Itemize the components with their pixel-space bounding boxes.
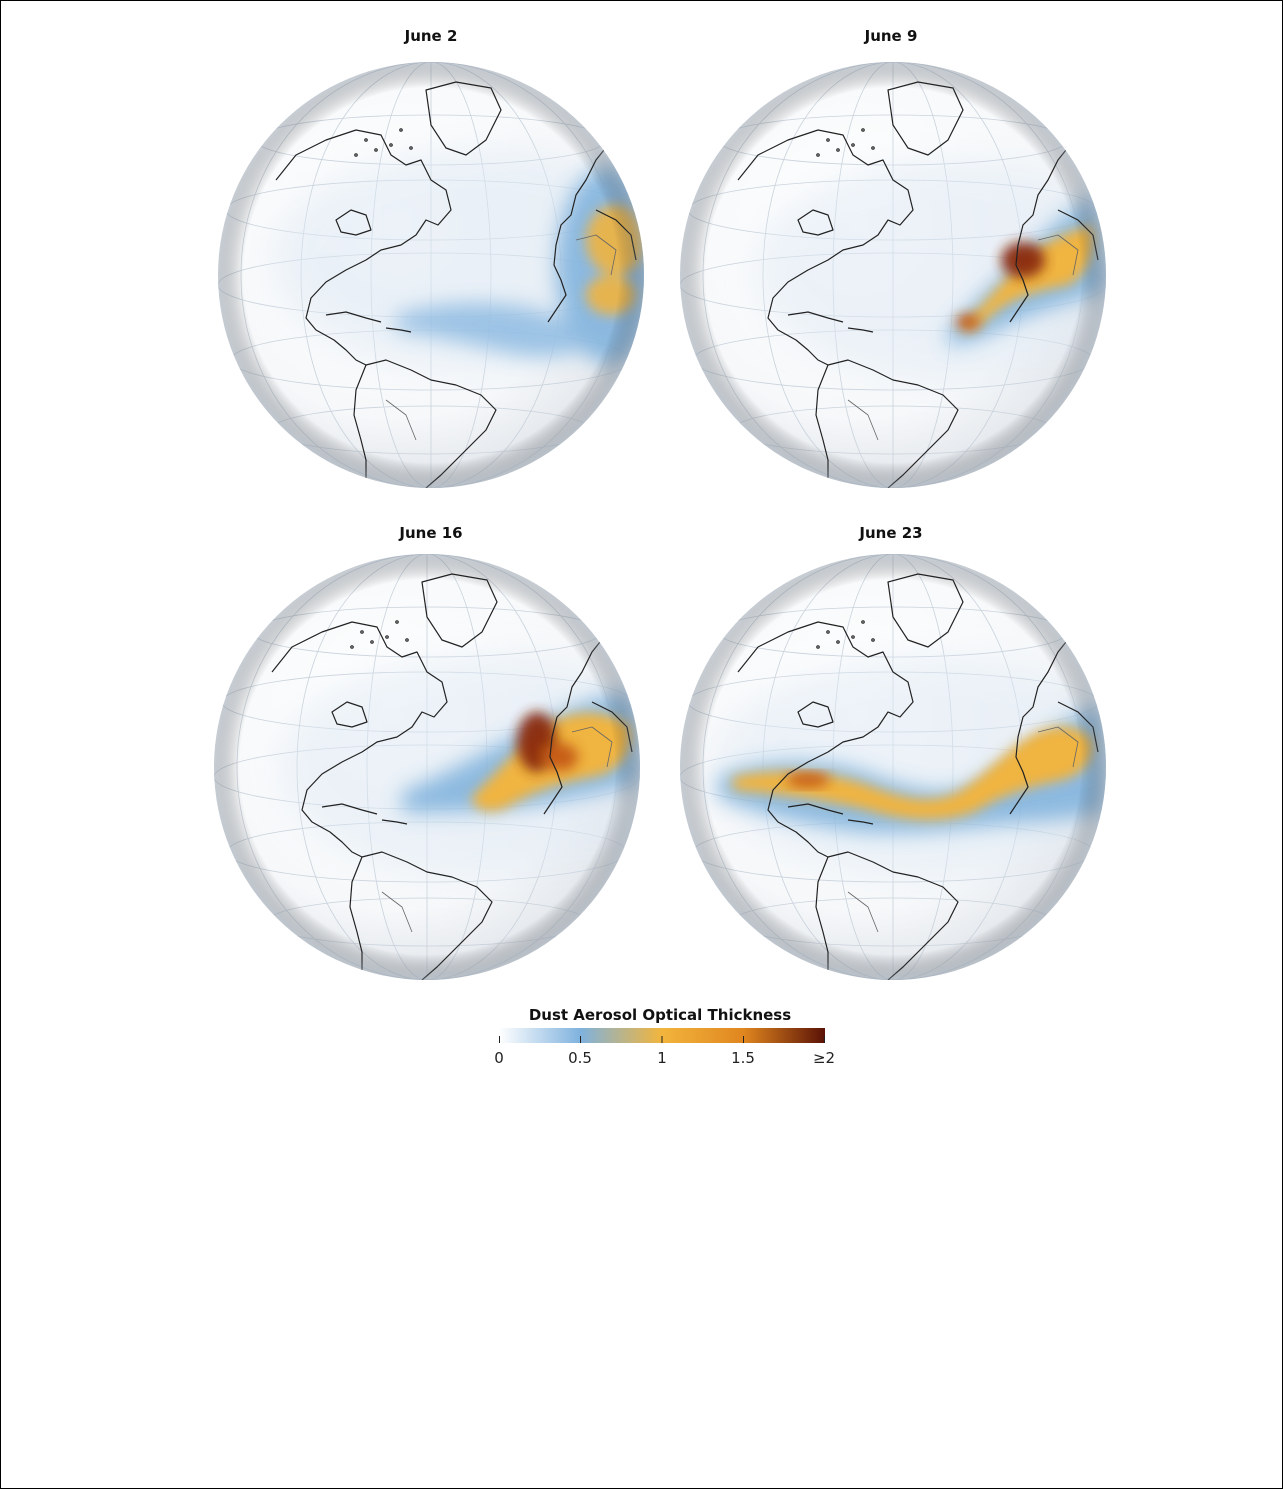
- legend-tick-0-5: 0.5: [568, 1049, 592, 1067]
- globe-june-2: [218, 62, 644, 488]
- panel-title-june-9: June 9: [864, 27, 918, 45]
- legend-title: Dust Aerosol Optical Thickness: [528, 1006, 792, 1024]
- panel-title-june-16: June 16: [399, 524, 463, 542]
- legend-colorbar: [499, 1028, 825, 1043]
- legend-tick-0: 0: [494, 1049, 504, 1067]
- legend-tick-2-plus: ≥2: [812, 1049, 836, 1067]
- globe-june-16: [214, 554, 640, 980]
- globe-june-23: [680, 554, 1106, 980]
- legend-tick-1: 1: [657, 1049, 667, 1067]
- legend-tick-1-5: 1.5: [731, 1049, 755, 1067]
- panel-title-june-2: June 2: [404, 27, 458, 45]
- panel-title-june-23: June 23: [859, 524, 923, 542]
- globe-june-9: [680, 62, 1106, 488]
